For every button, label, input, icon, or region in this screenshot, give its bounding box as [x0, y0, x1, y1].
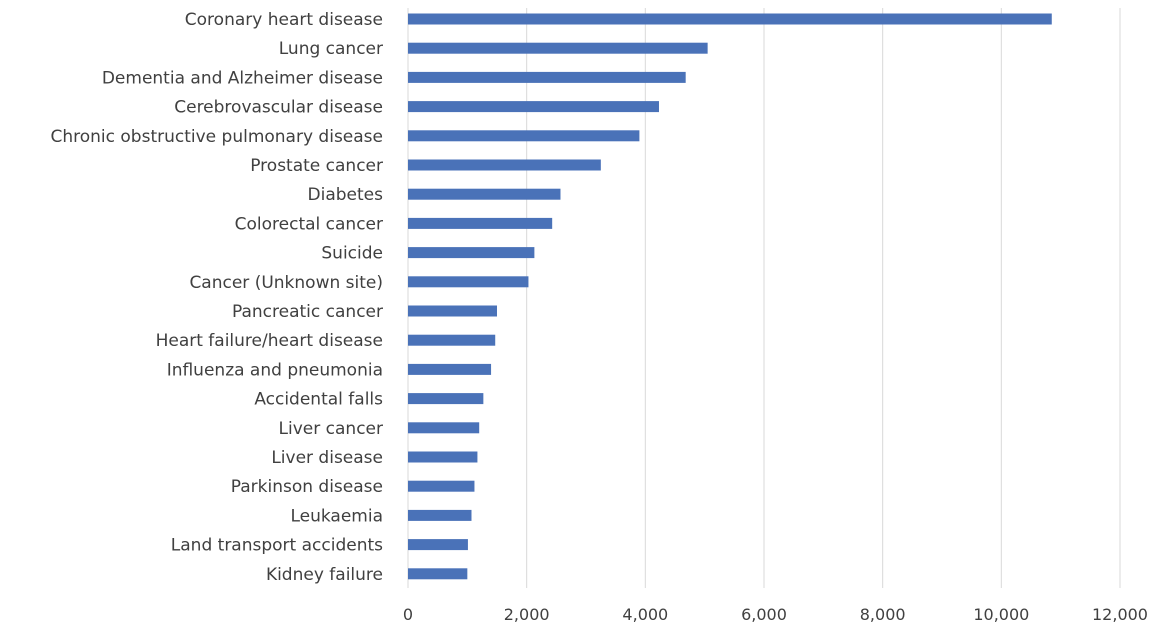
bar — [408, 539, 468, 551]
bar — [408, 393, 484, 405]
bar — [408, 363, 492, 375]
bar — [408, 130, 640, 142]
category-label: Diabetes — [308, 185, 384, 205]
bar — [408, 159, 601, 171]
category-label: Pancreatic cancer — [232, 302, 383, 322]
x-tick-label: 12,000 — [1092, 605, 1148, 624]
category-label: Heart failure/heart disease — [156, 331, 383, 351]
category-label: Chronic obstructive pulmonary disease — [50, 127, 383, 147]
bar — [408, 247, 535, 259]
bars — [408, 13, 1052, 580]
category-label: Colorectal cancer — [235, 214, 383, 234]
x-tick-labels: 0 2,000 4,000 6,000 8,000 10,000 12,000 — [403, 605, 1148, 624]
category-label: Coronary heart disease — [185, 10, 383, 30]
x-tick-label: 0 — [403, 605, 413, 624]
bar — [408, 188, 561, 200]
bar — [408, 305, 497, 317]
bar — [408, 480, 475, 492]
bar — [408, 101, 659, 113]
category-label: Parkinson disease — [231, 477, 383, 497]
category-label: Lung cancer — [279, 39, 383, 59]
x-tick-label: 6,000 — [741, 605, 787, 624]
category-label: Influenza and pneumonia — [167, 360, 383, 380]
category-label: Leukaemia — [290, 506, 383, 526]
bar — [408, 422, 480, 434]
x-tick-label: 4,000 — [622, 605, 668, 624]
bar — [408, 451, 478, 463]
bar — [408, 568, 468, 580]
category-label: Kidney failure — [266, 565, 383, 585]
category-label: Cerebrovascular disease — [174, 98, 383, 118]
category-label: Suicide — [321, 244, 383, 264]
category-label: Cancer (Unknown site) — [189, 273, 383, 293]
bar — [408, 334, 496, 346]
category-label: Liver disease — [271, 448, 383, 468]
category-labels: Coronary heart disease Lung cancer Dementi… — [50, 10, 383, 585]
x-tick-label: 10,000 — [973, 605, 1029, 624]
bar — [408, 276, 529, 288]
gridlines — [407, 8, 1121, 588]
x-tick-label: 2,000 — [504, 605, 550, 624]
category-label: Prostate cancer — [250, 156, 383, 176]
category-label: Accidental falls — [254, 390, 383, 410]
category-label: Land transport accidents — [171, 536, 383, 556]
bar — [408, 71, 686, 83]
category-label: Liver cancer — [279, 419, 383, 439]
x-tick-label: 8,000 — [860, 605, 906, 624]
bar — [408, 509, 472, 521]
bar — [408, 217, 553, 229]
category-label: Dementia and Alzheimer disease — [102, 68, 383, 88]
bar — [408, 13, 1052, 25]
bar — [408, 42, 708, 54]
